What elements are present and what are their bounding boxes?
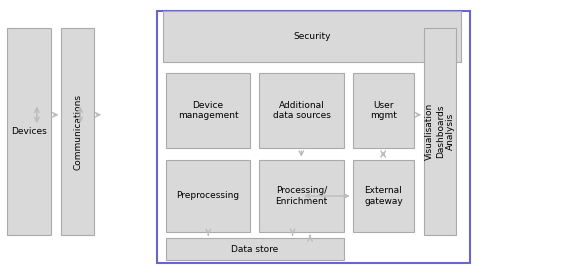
Bar bbox=[166, 160, 250, 232]
Text: Preprocessing: Preprocessing bbox=[177, 192, 239, 200]
Bar bbox=[7, 28, 51, 235]
Bar bbox=[61, 28, 94, 235]
Text: Devices: Devices bbox=[11, 127, 47, 136]
Text: Additional
data sources: Additional data sources bbox=[273, 101, 331, 120]
Bar bbox=[259, 160, 344, 232]
Bar bbox=[166, 73, 250, 148]
Text: External
gateway: External gateway bbox=[364, 186, 403, 206]
Bar bbox=[424, 28, 456, 235]
Text: Visualisation
Dashboards
Analysis: Visualisation Dashboards Analysis bbox=[425, 103, 455, 160]
Bar bbox=[163, 11, 461, 62]
Bar bbox=[166, 238, 344, 260]
Bar bbox=[353, 160, 414, 232]
Bar bbox=[259, 73, 344, 148]
Text: Data store: Data store bbox=[231, 245, 278, 254]
Text: Security: Security bbox=[293, 32, 331, 41]
Text: Device
management: Device management bbox=[178, 101, 238, 120]
Text: User
mgmt: User mgmt bbox=[370, 101, 397, 120]
Text: Processing/
Enrichment: Processing/ Enrichment bbox=[276, 186, 328, 206]
Text: Communications: Communications bbox=[73, 94, 82, 170]
Bar bbox=[353, 73, 414, 148]
Bar bbox=[157, 11, 470, 263]
